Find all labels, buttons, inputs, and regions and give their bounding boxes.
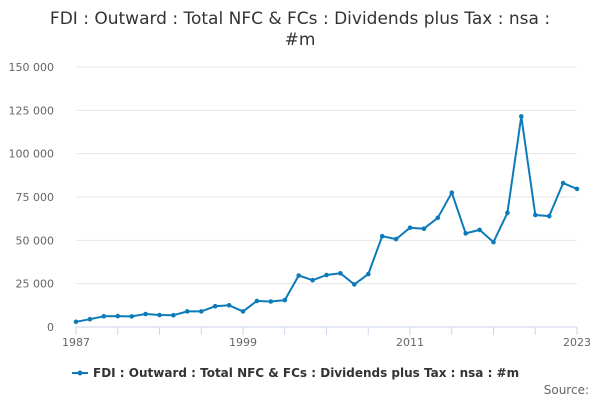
data-point[interactable] <box>87 316 93 322</box>
data-point[interactable] <box>477 227 482 233</box>
data-point[interactable] <box>185 309 190 314</box>
data-point[interactable] <box>519 114 524 119</box>
legend[interactable]: FDI : Outward : Total NFC & FCs : Divide… <box>72 366 519 380</box>
grid-lines <box>76 66 577 285</box>
x-tick-label: 1999 <box>229 336 257 349</box>
data-point[interactable] <box>226 303 232 308</box>
data-point[interactable] <box>101 314 107 319</box>
data-point[interactable] <box>296 273 302 278</box>
x-axis <box>75 326 578 335</box>
data-point[interactable] <box>560 180 566 186</box>
data-point[interactable] <box>421 226 427 231</box>
series <box>73 114 580 325</box>
data-point[interactable] <box>491 239 496 245</box>
x-tick-label: 2023 <box>563 336 591 349</box>
chart-title-line-2: #m <box>285 30 316 50</box>
credit-text[interactable]: Source: <box>544 383 589 397</box>
data-point[interactable] <box>199 309 204 314</box>
data-point[interactable] <box>310 277 315 283</box>
data-point[interactable] <box>505 210 510 216</box>
data-point[interactable] <box>574 186 580 192</box>
data-point[interactable] <box>282 297 288 303</box>
data-point[interactable] <box>115 313 121 319</box>
series-line[interactable] <box>75 115 578 323</box>
data-point[interactable] <box>240 309 246 314</box>
y-axis: 0 25 000 50 000 75 000 100 000 125 000 150 000 <box>9 61 55 334</box>
data-point[interactable] <box>463 231 469 236</box>
y-tick-label: 100 000 <box>9 148 55 161</box>
data-point[interactable] <box>366 271 371 277</box>
data-point[interactable] <box>338 271 343 276</box>
y-tick-label: 50 000 <box>16 234 55 247</box>
data-point[interactable] <box>73 319 79 325</box>
chart-title-line-1: FDI : Outward : Total NFC & FCs : Divide… <box>50 9 550 29</box>
x-tick-label: 1987 <box>62 336 90 349</box>
y-tick-label: 75 000 <box>16 191 55 204</box>
data-point[interactable] <box>546 213 552 219</box>
data-point[interactable] <box>435 215 441 221</box>
data-point[interactable] <box>129 314 134 319</box>
y-tick-label: 150 000 <box>9 61 55 74</box>
data-point[interactable] <box>171 312 176 318</box>
y-tick-label: 125 000 <box>9 104 55 117</box>
y-tick-label: 25 000 <box>16 278 55 291</box>
y-tick-label: 0 <box>47 321 54 334</box>
legend-entry-label: FDI : Outward : Total NFC & FCs : Divide… <box>93 366 519 380</box>
data-point[interactable] <box>379 233 385 239</box>
data-point[interactable] <box>393 236 399 242</box>
data-point[interactable] <box>352 282 357 287</box>
data-point[interactable] <box>533 212 538 218</box>
data-point[interactable] <box>143 311 148 317</box>
data-point[interactable] <box>157 312 162 318</box>
data-point[interactable] <box>212 303 218 309</box>
data-point[interactable] <box>449 190 455 195</box>
data-point[interactable] <box>324 272 329 278</box>
data-point[interactable] <box>254 298 260 304</box>
x-axis-labels: 1987 1999 2011 2023 <box>62 336 591 349</box>
data-point[interactable] <box>407 225 413 230</box>
data-point[interactable] <box>268 299 274 304</box>
legend-point-marker <box>77 370 83 376</box>
x-tick-label: 2011 <box>396 336 424 349</box>
